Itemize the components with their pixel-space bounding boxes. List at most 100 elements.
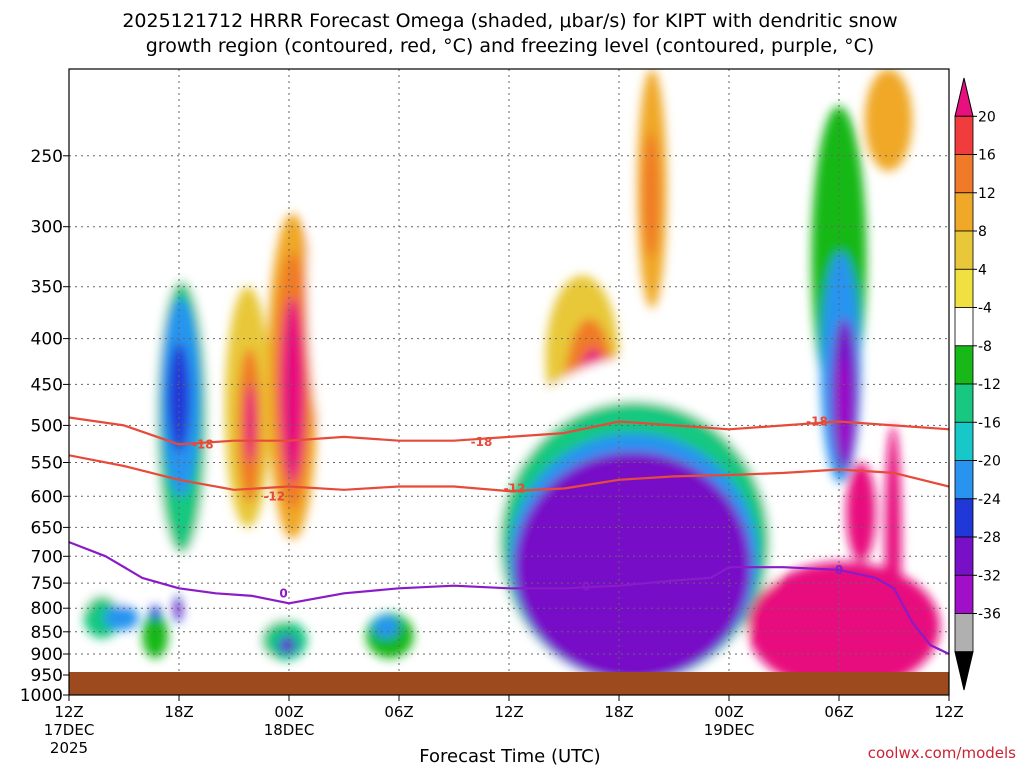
colorbar-tick-label-6: -8: [978, 339, 992, 355]
x-tick-date-0: 17DEC: [44, 721, 95, 739]
y-tick-label-15: 1000: [20, 686, 63, 706]
omega-cell-43: [884, 425, 902, 654]
colorbar-swatch-1: [954, 115, 974, 156]
omega-cell-31: [642, 131, 660, 258]
omega-shading: [74, 69, 940, 692]
y-tick-label-0: 250: [31, 147, 63, 167]
colorbar-swatch-3: [954, 192, 974, 232]
credit-text: coolwx.com/models: [868, 744, 1016, 762]
omega-cell-11: [206, 97, 253, 258]
x-tick-label-3: 06Z: [384, 703, 413, 721]
omega-cell-26: [509, 69, 531, 193]
colorbar-swatch-7: [954, 345, 974, 385]
contour-label-7: 0: [835, 563, 843, 577]
contour-label-3: -12: [263, 489, 285, 503]
x-tick-label-4: 12Z: [494, 703, 523, 721]
dgz-minus18-contour: [69, 416, 949, 446]
y-tick-label-4: 450: [31, 375, 63, 395]
y-tick-label-10: 750: [31, 574, 63, 594]
x-tick-label-2: 00Z: [274, 703, 303, 721]
colorbar-tick-label-8: -16: [978, 415, 1001, 431]
colorbar-tick-label-2: 12: [978, 186, 996, 202]
colorbar-tick-label-11: -28: [978, 530, 1001, 546]
x-tick-label-0: 12Z: [54, 703, 83, 721]
y-tick-label-11: 800: [31, 599, 63, 619]
colorbar-tick-label-4: 4: [978, 262, 987, 278]
x-tick-date-6: 19DEC: [704, 721, 755, 739]
ground-surface: [69, 672, 949, 695]
y-tick-label-6: 550: [31, 454, 63, 474]
chart-title-line-2: growth region (contoured, red, °C) and f…: [146, 35, 875, 57]
omega-cell-41: [864, 69, 913, 171]
colorbar-swatch-4: [954, 230, 974, 270]
colorbar-swatch-15: [954, 651, 974, 691]
x-tick-label-1: 18Z: [164, 703, 193, 721]
colorbar-swatch-13: [954, 574, 974, 614]
temperature-contours: -18 -18 -18 -12 -12 0 0 0: [69, 415, 949, 655]
colorbar-swatch-10: [954, 460, 974, 500]
omega-cell-0: [74, 451, 134, 639]
omega-cell-22: [307, 139, 354, 441]
contour-label-2: -18: [806, 415, 828, 429]
y-tick-label-12: 850: [31, 623, 63, 643]
omega-cell-21: [283, 642, 291, 649]
pressure-axis: 250 300 350 400 450 500 550 600 650 700 750 800 8509…: [20, 147, 69, 706]
x-tick-year-0: 2025: [50, 739, 88, 757]
y-tick-label-9: 700: [31, 547, 63, 567]
y-tick-label-13: 900: [31, 645, 63, 665]
omega-cell-25: [432, 384, 458, 490]
x-tick-label-5: 18Z: [604, 703, 633, 721]
y-tick-label-5: 500: [31, 416, 63, 436]
x-tick-date-2: 18DEC: [264, 721, 315, 739]
omega-cell-40: [837, 357, 850, 456]
colorbar-swatch-5: [954, 268, 974, 308]
contour-label-4: -12: [504, 482, 526, 496]
x-tick-label-7: 06Z: [824, 703, 853, 721]
omega-cell-8: [168, 343, 190, 452]
omega-cell-14: [245, 384, 256, 463]
omega-cell-3: [142, 613, 168, 659]
colorbar-swatch-0: [954, 77, 974, 117]
x-tick-label-8: 12Z: [934, 703, 963, 721]
colorbar-tick-label-13: -36: [978, 607, 1001, 623]
colorbar-tick-label-12: -32: [978, 568, 1001, 584]
colorbar-tick-label-7: -12: [978, 377, 1001, 393]
colorbar-swatch-2: [954, 154, 974, 194]
colorbar-tick-label-0: 20: [978, 109, 996, 125]
omega-cell-36: [747, 561, 940, 692]
omega-cell-4: [149, 605, 161, 621]
colorbar-swatch-11: [954, 498, 974, 538]
omega-cell-35: [514, 451, 752, 682]
y-tick-label-3: 400: [31, 330, 63, 350]
colorbar-tick-label-5: -4: [978, 301, 992, 317]
colorbar-tick-label-1: 16: [978, 148, 996, 164]
colorbar: 20 16 12 8 4 -4 -8 -12 -16 -20 -24 -28 -32 -36: [954, 77, 1001, 691]
freezing-level-contour: [69, 541, 949, 655]
colorbar-swatch-12: [954, 536, 974, 576]
colorbar-swatch-8: [954, 383, 974, 423]
y-tick-label-2: 350: [31, 278, 63, 298]
x-tick-label-6: 00Z: [714, 703, 743, 721]
colorbar-swatch-6: [954, 307, 974, 347]
dgz-minus12-contour: [69, 454, 949, 493]
y-tick-label-7: 600: [31, 487, 63, 507]
y-tick-label-8: 650: [31, 518, 63, 538]
omega-cell-17: [279, 297, 306, 484]
contour-label-5: 0: [279, 586, 287, 600]
grid-lines: [68, 69, 950, 696]
colorbar-tick-label-10: -24: [978, 492, 1001, 508]
contour-label-1: -18: [471, 435, 493, 449]
colorbar-tick-label-3: 8: [978, 224, 987, 240]
contour-label-6: 0: [582, 580, 590, 594]
contour-label-0: -18: [192, 437, 214, 451]
colorbar-swatch-14: [954, 613, 974, 653]
x-axis-label: Forecast Time (UTC): [419, 746, 600, 767]
omega-cell-42: [846, 462, 876, 562]
omega-cell-24: [373, 615, 400, 639]
omega-cell-2: [103, 604, 139, 631]
y-tick-label-1: 300: [31, 218, 63, 238]
colorbar-tick-label-9: -20: [978, 454, 1001, 470]
colorbar-swatch-9: [954, 421, 974, 461]
